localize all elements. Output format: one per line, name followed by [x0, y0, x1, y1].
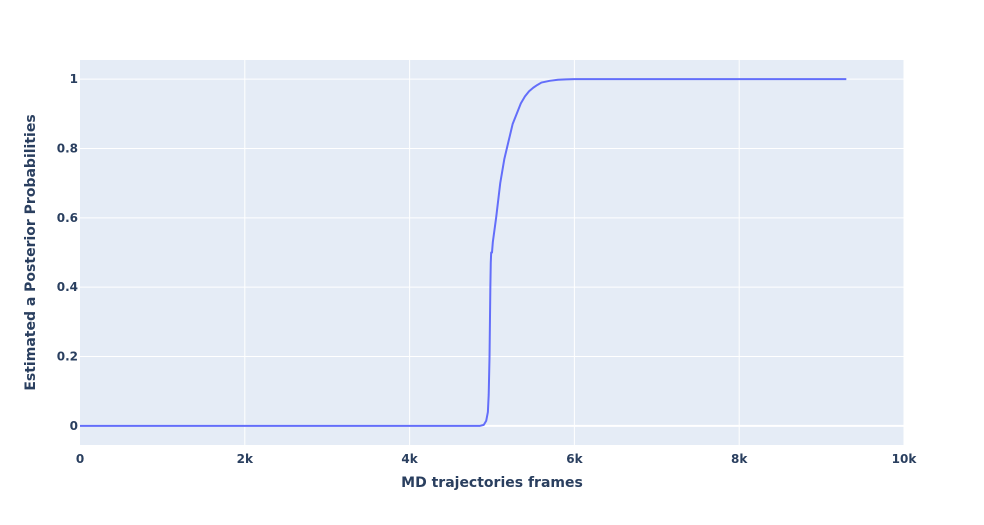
- x-axis-title: MD trajectories frames: [401, 475, 583, 491]
- x-tick-label: 2k: [237, 452, 254, 466]
- x-tick-label: 8k: [731, 452, 748, 466]
- y-tick-label: 0.4: [57, 280, 78, 294]
- x-tick-label: 4k: [401, 452, 418, 466]
- y-tick-label: 0.8: [57, 141, 78, 155]
- x-axis: 0 2k 4k 6k 8k 10k: [76, 452, 918, 466]
- series-group: [80, 78, 847, 427]
- y-axis: 0 0.2 0.4 0.6 0.8 1: [57, 72, 78, 433]
- y-axis-title: Estimated a Posterior Probabilities: [23, 114, 39, 390]
- x-tick-label: 6k: [566, 452, 583, 466]
- y-tick-label: 0.6: [57, 211, 78, 225]
- y-tick-label: 1: [70, 72, 78, 86]
- y-tick-label: 0.2: [57, 350, 78, 364]
- y-tick-label: 0: [70, 419, 78, 433]
- x-tick-label: 10k: [892, 452, 918, 466]
- series-line: [80, 78, 847, 427]
- x-tick-label: 0: [76, 452, 84, 466]
